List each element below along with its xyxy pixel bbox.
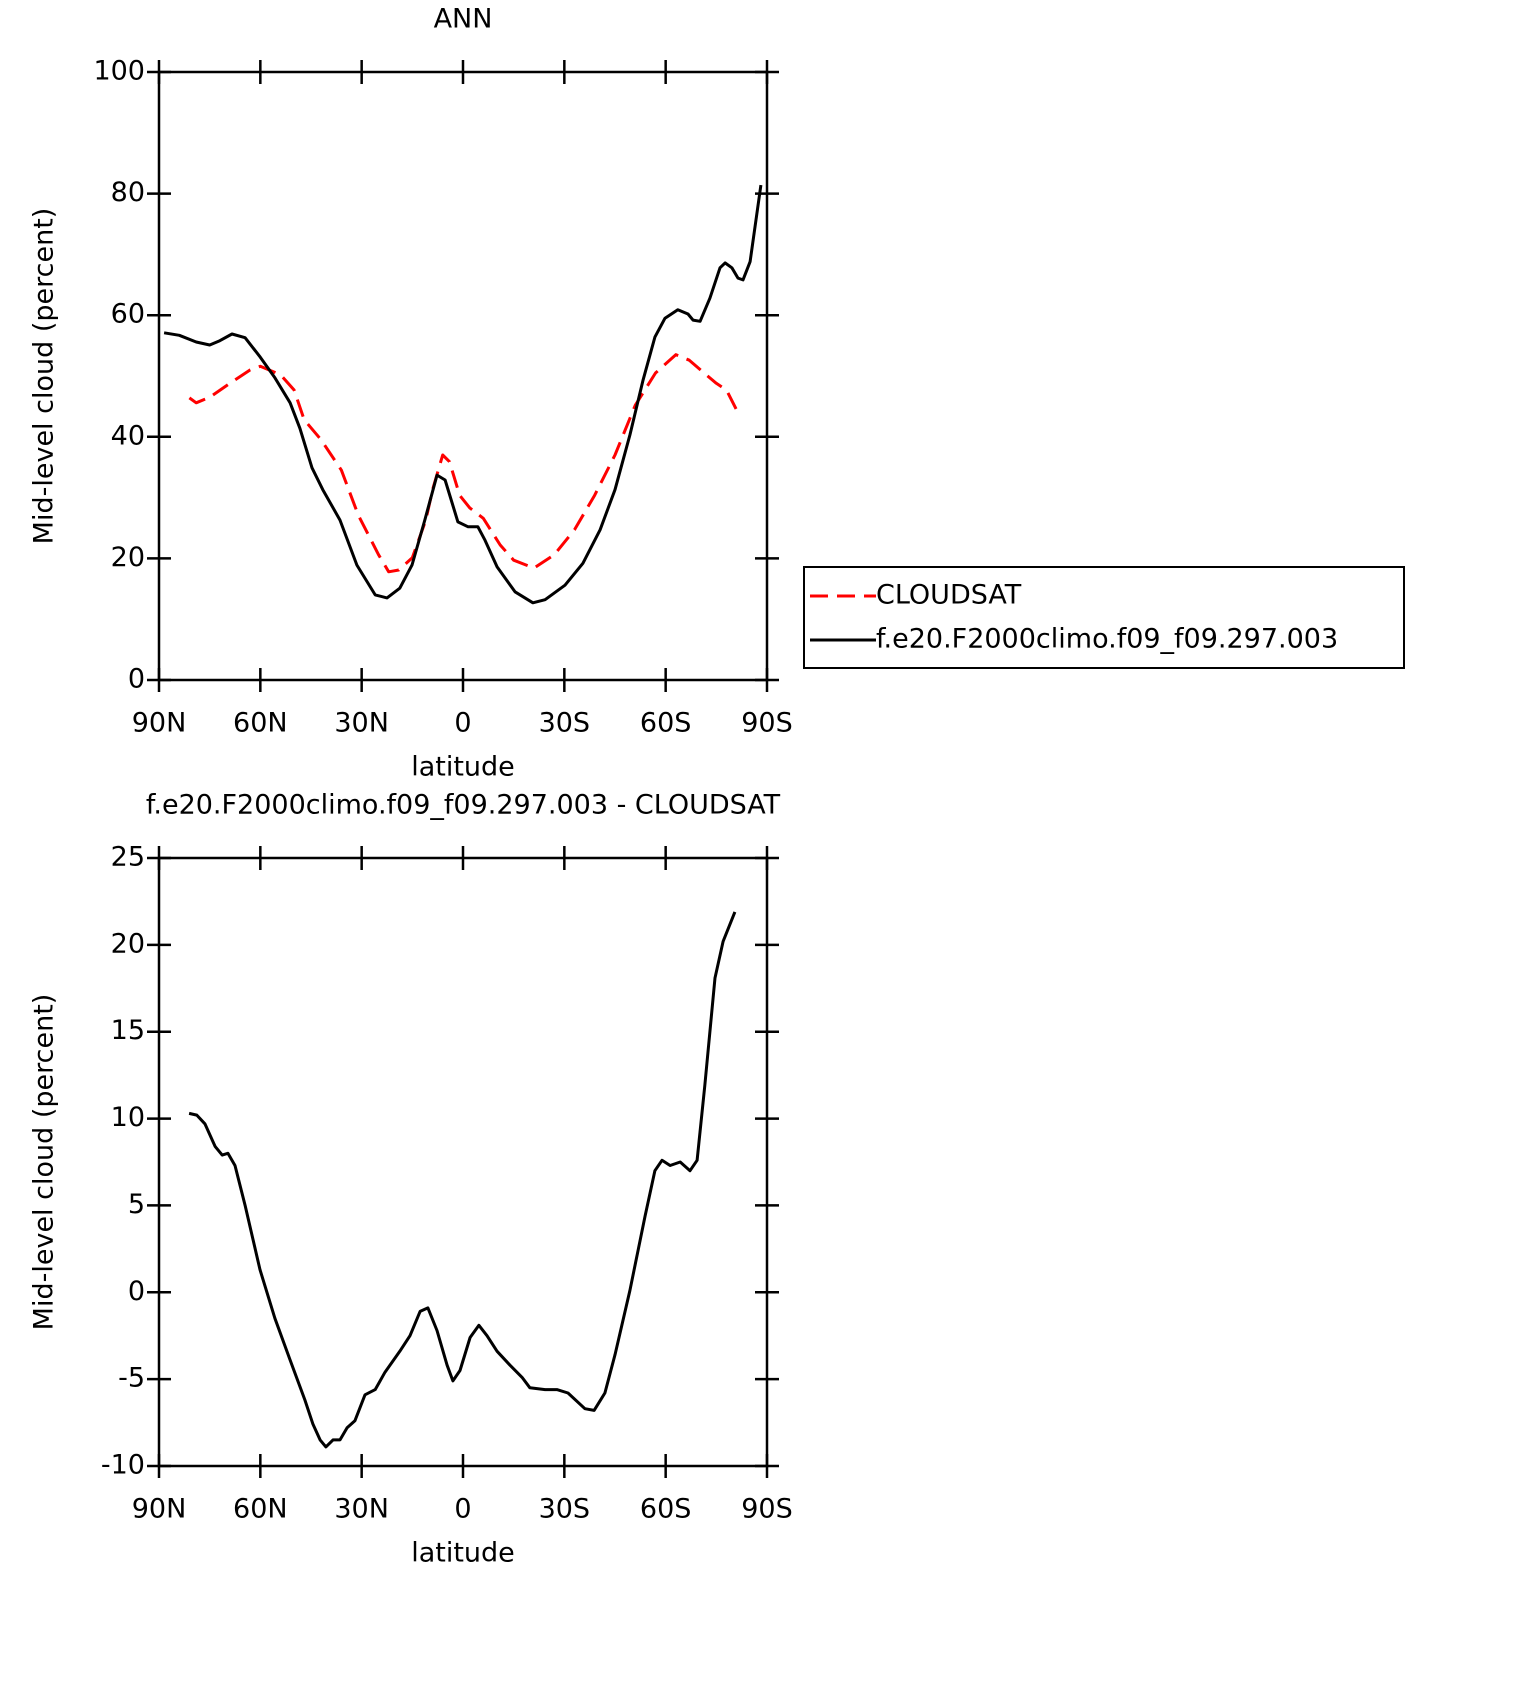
data-line bbox=[188, 353, 738, 574]
x-tick-label: 30S bbox=[539, 708, 591, 739]
data-line bbox=[163, 184, 763, 605]
plot-frame bbox=[157, 70, 769, 682]
x-tick-label: 90S bbox=[741, 708, 793, 739]
y-tick-label: 25 bbox=[111, 842, 145, 873]
chart-title: f.e20.F2000climo.f09_f09.297.003 - CLOUD… bbox=[146, 790, 781, 821]
chart-title: ANN bbox=[434, 4, 493, 35]
y-tick-label: 5 bbox=[128, 1189, 145, 1220]
x-tick-label: 0 bbox=[454, 708, 471, 739]
y-tick-label: 0 bbox=[128, 664, 145, 695]
x-tick-label: 0 bbox=[454, 1494, 471, 1525]
y-tick-label: 10 bbox=[111, 1102, 145, 1133]
x-tick-label: 90N bbox=[132, 1494, 187, 1525]
y-tick-label: -10 bbox=[101, 1450, 145, 1481]
y-tick-label: 20 bbox=[111, 928, 145, 959]
y-tick-label: 40 bbox=[111, 420, 145, 451]
x-tick-label: 90N bbox=[132, 708, 187, 739]
y-tick-label: 80 bbox=[111, 177, 145, 208]
legend-label: f.e20.F2000climo.f09_f09.297.003 bbox=[876, 624, 1338, 655]
x-axis-label: latitude bbox=[411, 752, 515, 783]
x-tick-label: 90S bbox=[741, 1494, 793, 1525]
x-tick-label: 30N bbox=[334, 1494, 389, 1525]
data-line bbox=[188, 911, 737, 1449]
x-tick-label: 30S bbox=[539, 1494, 591, 1525]
y-tick-label: -5 bbox=[118, 1363, 145, 1394]
y-tick-label: 20 bbox=[111, 542, 145, 573]
x-tick-label: 60S bbox=[640, 708, 692, 739]
y-tick-label: 100 bbox=[93, 56, 145, 87]
x-tick-label: 60N bbox=[233, 708, 288, 739]
legend-box bbox=[803, 566, 1405, 669]
x-tick-label: 60N bbox=[233, 1494, 288, 1525]
x-tick-label: 60S bbox=[640, 1494, 692, 1525]
y-axis-label: Mid-level cloud (percent) bbox=[29, 208, 60, 545]
y-axis-label: Mid-level cloud (percent) bbox=[29, 994, 60, 1331]
y-tick-label: 0 bbox=[128, 1276, 145, 1307]
y-tick-label: 15 bbox=[111, 1015, 145, 1046]
legend-label: CLOUDSAT bbox=[876, 580, 1022, 611]
plot-frame bbox=[157, 856, 769, 1468]
y-tick-label: 60 bbox=[111, 299, 145, 330]
x-axis-label: latitude bbox=[411, 1538, 515, 1569]
x-tick-label: 30N bbox=[334, 708, 389, 739]
